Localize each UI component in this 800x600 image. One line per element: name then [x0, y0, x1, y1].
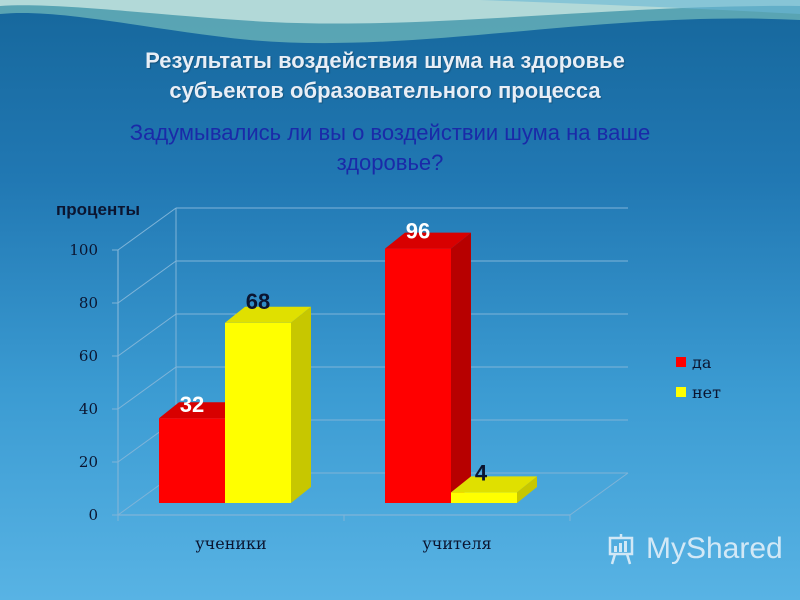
legend-entry-label: нет — [692, 383, 721, 402]
y-tick-label: 100 — [69, 241, 98, 259]
chart-y-axis-label: проценты — [56, 200, 141, 219]
watermark-text: MyShared — [646, 532, 783, 565]
y-tick-label: 0 — [88, 506, 98, 524]
bar-top — [159, 402, 245, 419]
bar-value-label: 68 — [246, 289, 270, 314]
y-tick-label: 60 — [79, 347, 98, 365]
y-tick-label: 20 — [79, 453, 98, 471]
bar-side — [517, 476, 537, 503]
bar-side — [291, 306, 311, 503]
slide-title-line-1: Результаты воздействия шума на здоровье — [145, 48, 625, 73]
legend-swatch — [676, 387, 686, 397]
legend-swatch — [676, 357, 686, 367]
bar-value-label: 96 — [406, 219, 430, 244]
chart-legend: да нет — [676, 353, 721, 402]
chart-axes — [112, 249, 571, 521]
bar — [225, 322, 291, 503]
bar-top — [385, 232, 471, 249]
grid-line-side — [117, 207, 177, 251]
grid-line-side — [117, 366, 177, 410]
bar-side — [451, 232, 471, 503]
presentation-board-icon — [608, 534, 634, 565]
slide-title: Результаты воздействия шума на здоровье … — [60, 46, 710, 106]
survey-question-line-1: Задумывались ли вы о воздействии шума на… — [129, 120, 651, 145]
bar-value-label: 4 — [475, 460, 488, 485]
y-tick-label: 80 — [79, 294, 98, 312]
survey-question: Задумывались ли вы о воздействии шума на… — [30, 118, 750, 178]
survey-question-line-2: здоровье? — [336, 150, 444, 175]
slide-title-line-2: субъектов образовательного процесса — [169, 78, 601, 103]
bar-top — [225, 306, 311, 323]
grid-line-side — [117, 313, 177, 357]
bar — [159, 418, 225, 503]
bar-top — [451, 476, 537, 493]
y-tick-label: 40 — [79, 400, 98, 418]
watermark: MyShared — [606, 532, 783, 566]
bar-value-label: 32 — [180, 392, 204, 417]
x-category-label: ученики — [195, 534, 266, 553]
chart-bars — [159, 232, 537, 503]
bar — [451, 492, 517, 503]
grid-line-side — [117, 260, 177, 304]
chart-labels: 0 20 40 60 80 100 32 68 ученики 96 4 учителя — [69, 219, 491, 553]
floor-edge-right — [569, 472, 629, 516]
legend-entry-label: да — [692, 353, 712, 372]
bar — [385, 248, 451, 503]
x-category-label: учителя — [422, 534, 491, 553]
